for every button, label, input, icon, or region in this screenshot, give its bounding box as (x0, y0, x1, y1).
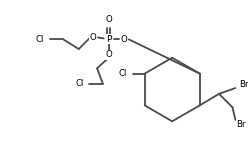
Text: Cl: Cl (119, 69, 127, 78)
Text: O: O (105, 50, 112, 59)
Text: Cl: Cl (75, 79, 84, 88)
Text: Cl: Cl (36, 35, 44, 44)
Text: O: O (90, 33, 96, 42)
Text: Br: Br (239, 80, 248, 89)
Text: O: O (121, 35, 127, 44)
Text: Br: Br (236, 120, 246, 129)
Text: P: P (106, 35, 111, 44)
Text: O: O (105, 15, 112, 24)
